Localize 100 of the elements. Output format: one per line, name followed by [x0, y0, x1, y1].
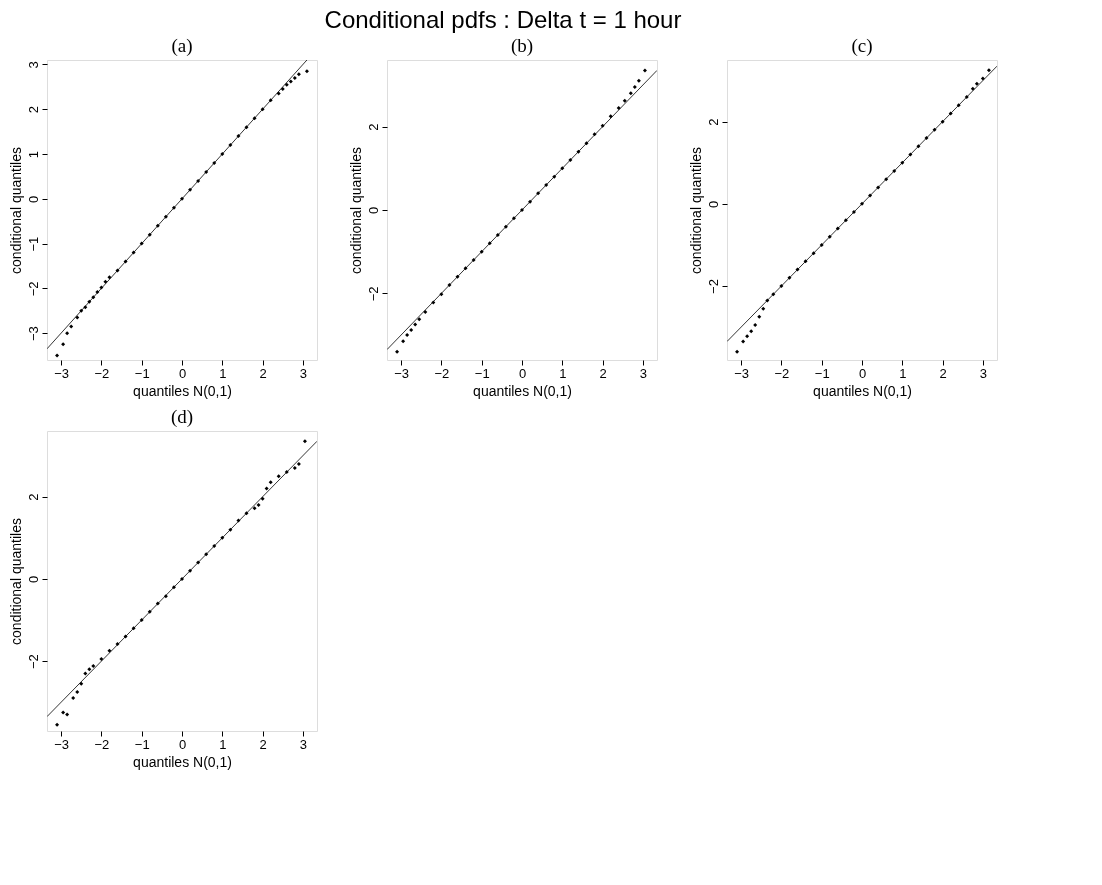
x-tick-label: 0: [178, 365, 187, 381]
point: [447, 283, 452, 287]
x-tick-label: −1: [474, 365, 490, 381]
x-tick-label: 3: [299, 365, 308, 381]
x-tick-label: 0: [178, 736, 187, 752]
x-axis-title: quantiles N(0,1): [813, 382, 912, 399]
x-tick-label: 2: [939, 365, 947, 381]
point: [803, 259, 808, 264]
point: [220, 152, 225, 157]
point: [196, 178, 201, 183]
point: [147, 609, 152, 614]
chart-title: (a): [171, 35, 193, 57]
y-tick-label: 0: [705, 200, 721, 208]
point: [835, 226, 840, 231]
point: [103, 279, 108, 284]
point: [413, 322, 418, 327]
point: [196, 560, 201, 565]
x-tick-label: −1: [134, 736, 150, 752]
point: [843, 218, 848, 223]
point: [395, 349, 400, 354]
point: [757, 314, 762, 319]
x-tick-label: 2: [259, 736, 267, 752]
x-tick-label: −3: [734, 365, 750, 381]
x-tick-label: 3: [979, 365, 988, 381]
point: [924, 136, 929, 141]
point: [439, 292, 444, 297]
point: [75, 315, 80, 320]
point: [970, 86, 975, 91]
point: [487, 241, 492, 246]
y-tick-label: 2: [25, 493, 41, 501]
point: [204, 169, 209, 174]
point: [244, 511, 249, 516]
point: [292, 75, 297, 80]
point: [431, 300, 436, 305]
point: [99, 657, 104, 662]
point: [455, 274, 460, 279]
x-tick-label: 1: [899, 365, 907, 381]
point: [87, 667, 92, 672]
point: [260, 496, 265, 501]
point: [61, 710, 66, 715]
x-tick-label: −2: [94, 365, 110, 381]
point: [628, 91, 633, 96]
point: [827, 234, 832, 239]
chart-title: (b): [510, 35, 534, 57]
point: [463, 266, 468, 271]
point: [163, 214, 168, 219]
point: [79, 308, 84, 313]
point: [115, 641, 120, 646]
point: [284, 82, 289, 87]
y-axis-title: conditional quantiles: [7, 147, 24, 274]
point: [252, 506, 257, 511]
point: [787, 275, 792, 280]
y-tick-label: −1: [25, 236, 41, 252]
y-axis-title: conditional quantiles: [687, 147, 704, 274]
point: [65, 331, 70, 336]
point: [107, 648, 112, 653]
point: [212, 160, 217, 165]
point: [642, 68, 647, 73]
point: [884, 177, 889, 182]
point: [302, 439, 307, 444]
point: [932, 127, 937, 132]
point: [592, 132, 597, 137]
x-tick-label: 3: [639, 365, 648, 381]
point: [528, 199, 533, 204]
y-axis-title: conditional quantiles: [347, 147, 364, 274]
point: [409, 328, 414, 332]
point: [171, 585, 176, 590]
y-tick-label: 2: [365, 123, 381, 131]
point: [636, 78, 641, 83]
point: [264, 486, 269, 491]
point: [753, 323, 758, 328]
point: [147, 232, 152, 237]
point: [236, 518, 241, 523]
y-tick-label: −2: [705, 279, 721, 294]
y-tick-label: −3: [25, 326, 41, 342]
point: [980, 76, 985, 81]
y-tick-label: 2: [705, 118, 721, 126]
point: [87, 299, 92, 304]
x-tick-label: −3: [54, 736, 70, 752]
point: [99, 285, 104, 290]
point: [268, 480, 273, 485]
x-tick-label: 0: [518, 365, 527, 381]
point: [876, 185, 881, 190]
point: [220, 535, 225, 540]
point: [811, 251, 816, 256]
point: [568, 158, 573, 162]
point: [65, 712, 70, 717]
point: [123, 259, 128, 264]
point: [228, 527, 233, 532]
point: [405, 333, 410, 337]
point: [900, 160, 905, 165]
point: [139, 241, 144, 246]
y-axis-title: conditional quantiles: [7, 518, 24, 645]
point: [608, 114, 613, 119]
x-tick-label: 1: [219, 736, 227, 752]
point: [288, 79, 293, 84]
point: [55, 722, 60, 727]
chart-title: (c): [851, 35, 873, 57]
point: [95, 289, 100, 294]
chart-title: (d): [170, 406, 194, 428]
